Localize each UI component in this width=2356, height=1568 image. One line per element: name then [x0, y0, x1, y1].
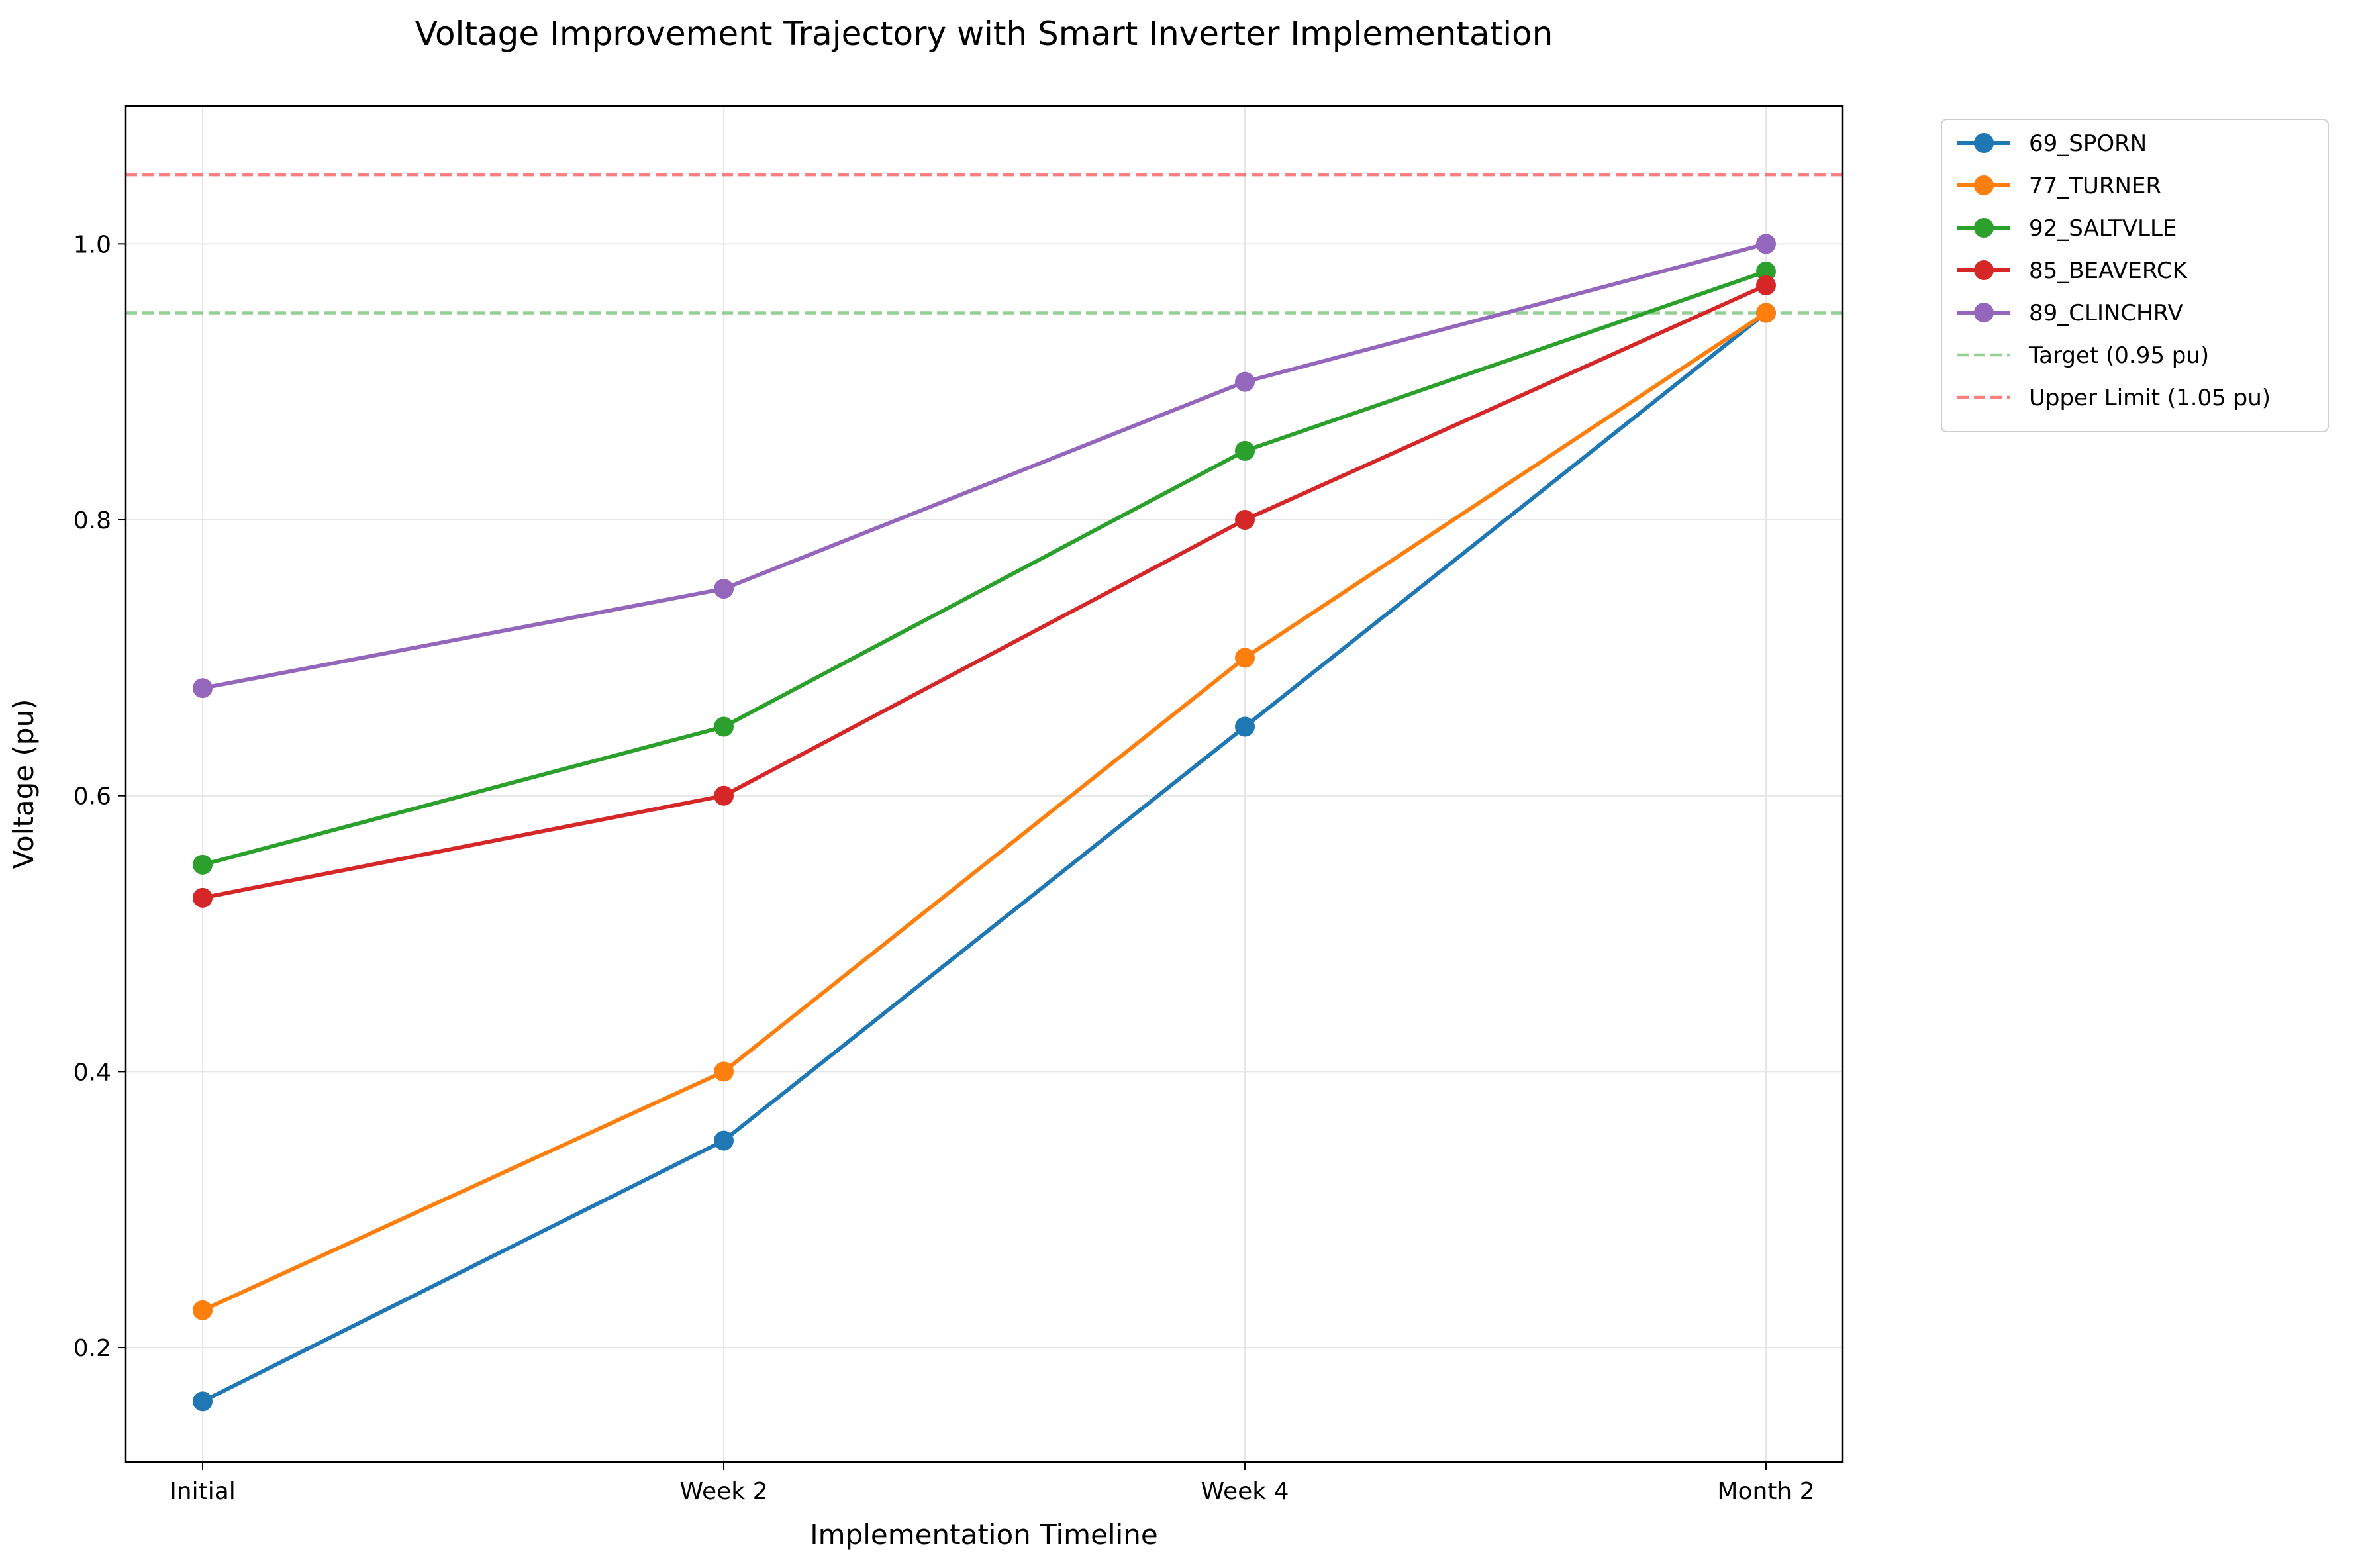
legend-marker — [1974, 218, 1994, 238]
y-tick-label: 1.0 — [74, 231, 111, 258]
data-point — [714, 1061, 734, 1082]
data-point — [1235, 648, 1255, 668]
legend-label: 69_SPORN — [2029, 130, 2147, 157]
legend-marker — [1974, 175, 1994, 195]
series-line — [201, 311, 1768, 1312]
y-axis-ticks: 0.2 0.4 0.6 0.8 1.0 — [74, 231, 126, 1362]
x-tick-label: Initial — [170, 1478, 236, 1505]
data-point — [714, 716, 734, 737]
legend-label: 77_TURNER — [2029, 173, 2161, 199]
data-point — [714, 1130, 734, 1151]
series — [193, 303, 1776, 1320]
legend-marker — [1974, 133, 1994, 153]
data-point — [1756, 275, 1776, 295]
y-tick-label: 0.8 — [74, 507, 111, 534]
data-point — [714, 579, 734, 599]
legend-label: 85_BEAVERCK — [2029, 258, 2188, 284]
series-line — [201, 242, 1768, 691]
legend-marker — [1974, 260, 1994, 280]
data-point — [1756, 234, 1776, 254]
legend-box — [1941, 119, 2329, 432]
x-tick-label: Week 2 — [680, 1478, 768, 1505]
plot-area-frame — [124, 105, 1844, 1463]
data-point — [1235, 716, 1255, 737]
series — [193, 262, 1776, 875]
data-point — [1235, 371, 1255, 392]
series — [193, 303, 1776, 1412]
legend-label: Upper Limit (1.05 pu) — [2029, 385, 2271, 411]
chart-title: Voltage Improvement Trajectory with Smar… — [415, 15, 1553, 53]
y-tick-label: 0.6 — [74, 783, 111, 810]
series-line — [201, 311, 1768, 1404]
data-point — [193, 887, 213, 908]
data-point — [1235, 440, 1255, 461]
y-axis-label: Voltage (pu) — [7, 699, 40, 869]
series-line — [201, 270, 1768, 867]
x-axis-label: Implementation Timeline — [810, 1518, 1157, 1551]
series-group — [193, 234, 1776, 1412]
series — [193, 234, 1776, 699]
data-point — [714, 785, 734, 806]
data-point — [193, 1300, 213, 1320]
data-point — [193, 1391, 213, 1412]
series — [193, 275, 1776, 908]
legend: 69_SPORN 77_TURNER 92_SALTVLLE 85_BEAVERCK 8… — [1941, 119, 2329, 432]
series-line — [201, 283, 1768, 900]
data-point — [1235, 510, 1255, 530]
data-point — [1756, 303, 1776, 323]
legend-label: Target (0.95 pu) — [2028, 342, 2209, 369]
data-point — [193, 854, 213, 875]
data-point — [1756, 262, 1776, 282]
reference-lines — [126, 173, 1843, 315]
legend-label: 89_CLINCHRV — [2029, 300, 2183, 326]
grid — [126, 106, 1843, 1462]
x-tick-label: Month 2 — [1717, 1478, 1814, 1505]
legend-label: 92_SALTVLLE — [2029, 215, 2177, 242]
x-axis-ticks: Initial Week 2 Week 4 Month 2 — [170, 1462, 1815, 1505]
y-tick-label: 0.2 — [74, 1335, 111, 1362]
data-point — [193, 678, 213, 699]
legend-marker — [1974, 303, 1994, 322]
y-tick-label: 0.4 — [74, 1059, 111, 1086]
x-tick-label: Week 4 — [1201, 1478, 1289, 1505]
